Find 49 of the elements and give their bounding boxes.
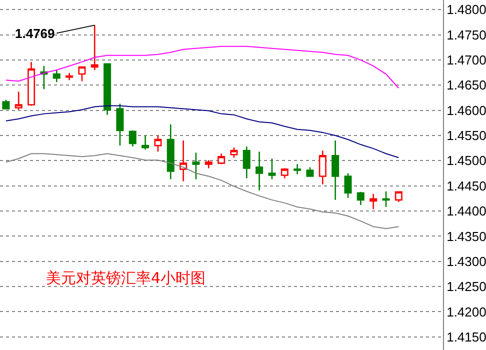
candlestick [14,91,22,110]
y-tick-label: 1.4200 [446,304,486,320]
candlestick [394,190,402,203]
candlestick [318,150,326,185]
y-tick-label: 1.4500 [446,153,486,168]
candlestick [78,66,86,82]
candlestick [90,24,98,71]
y-tick-label: 1.4700 [446,52,486,68]
candlestick [116,103,124,146]
line-series [5,105,400,158]
line-series [5,46,400,89]
y-tick-label: 1.4800 [446,2,486,18]
candlestick [192,152,200,180]
y-tick-label: 1.4300 [446,254,486,269]
candlestick [370,193,378,210]
y-tick-label: 1.4600 [446,102,486,118]
y-tick-label: 1.4750 [446,27,486,42]
candlestick [28,61,36,106]
candlestick [242,146,250,179]
candlestick [294,164,302,175]
candlestick [268,158,276,180]
y-tick-label: 1.4450 [446,178,486,194]
candlestick [382,190,390,208]
candlestick [2,99,10,110]
candlestick [356,191,364,206]
candlestick [104,63,112,116]
y-tick-label: 1.4250 [446,279,486,294]
candlestick [204,159,212,169]
candlestick [306,166,314,177]
candlestick [332,140,340,201]
candlestick [218,152,226,165]
candlestick [142,134,150,150]
candlestick [166,124,174,180]
annotation: 1.4769 [15,26,55,41]
candlestick [52,69,60,83]
candlestick [128,130,136,148]
y-tick-label: 1.4400 [446,204,486,219]
candlestick [344,172,352,199]
candlestick [230,146,238,158]
candlestick [66,72,74,81]
y-tick-label: 1.4350 [446,228,486,244]
y-tick-label: 1.4650 [446,78,486,93]
candlestick [154,134,162,152]
y-tick-label: 1.4550 [446,128,486,144]
candlestick [180,140,188,182]
candlestick [256,150,264,192]
y-tick-label: 1.4150 [446,329,486,344]
candlestick [280,168,288,179]
text: 美元对英镑汇率4小时图 [46,269,206,287]
